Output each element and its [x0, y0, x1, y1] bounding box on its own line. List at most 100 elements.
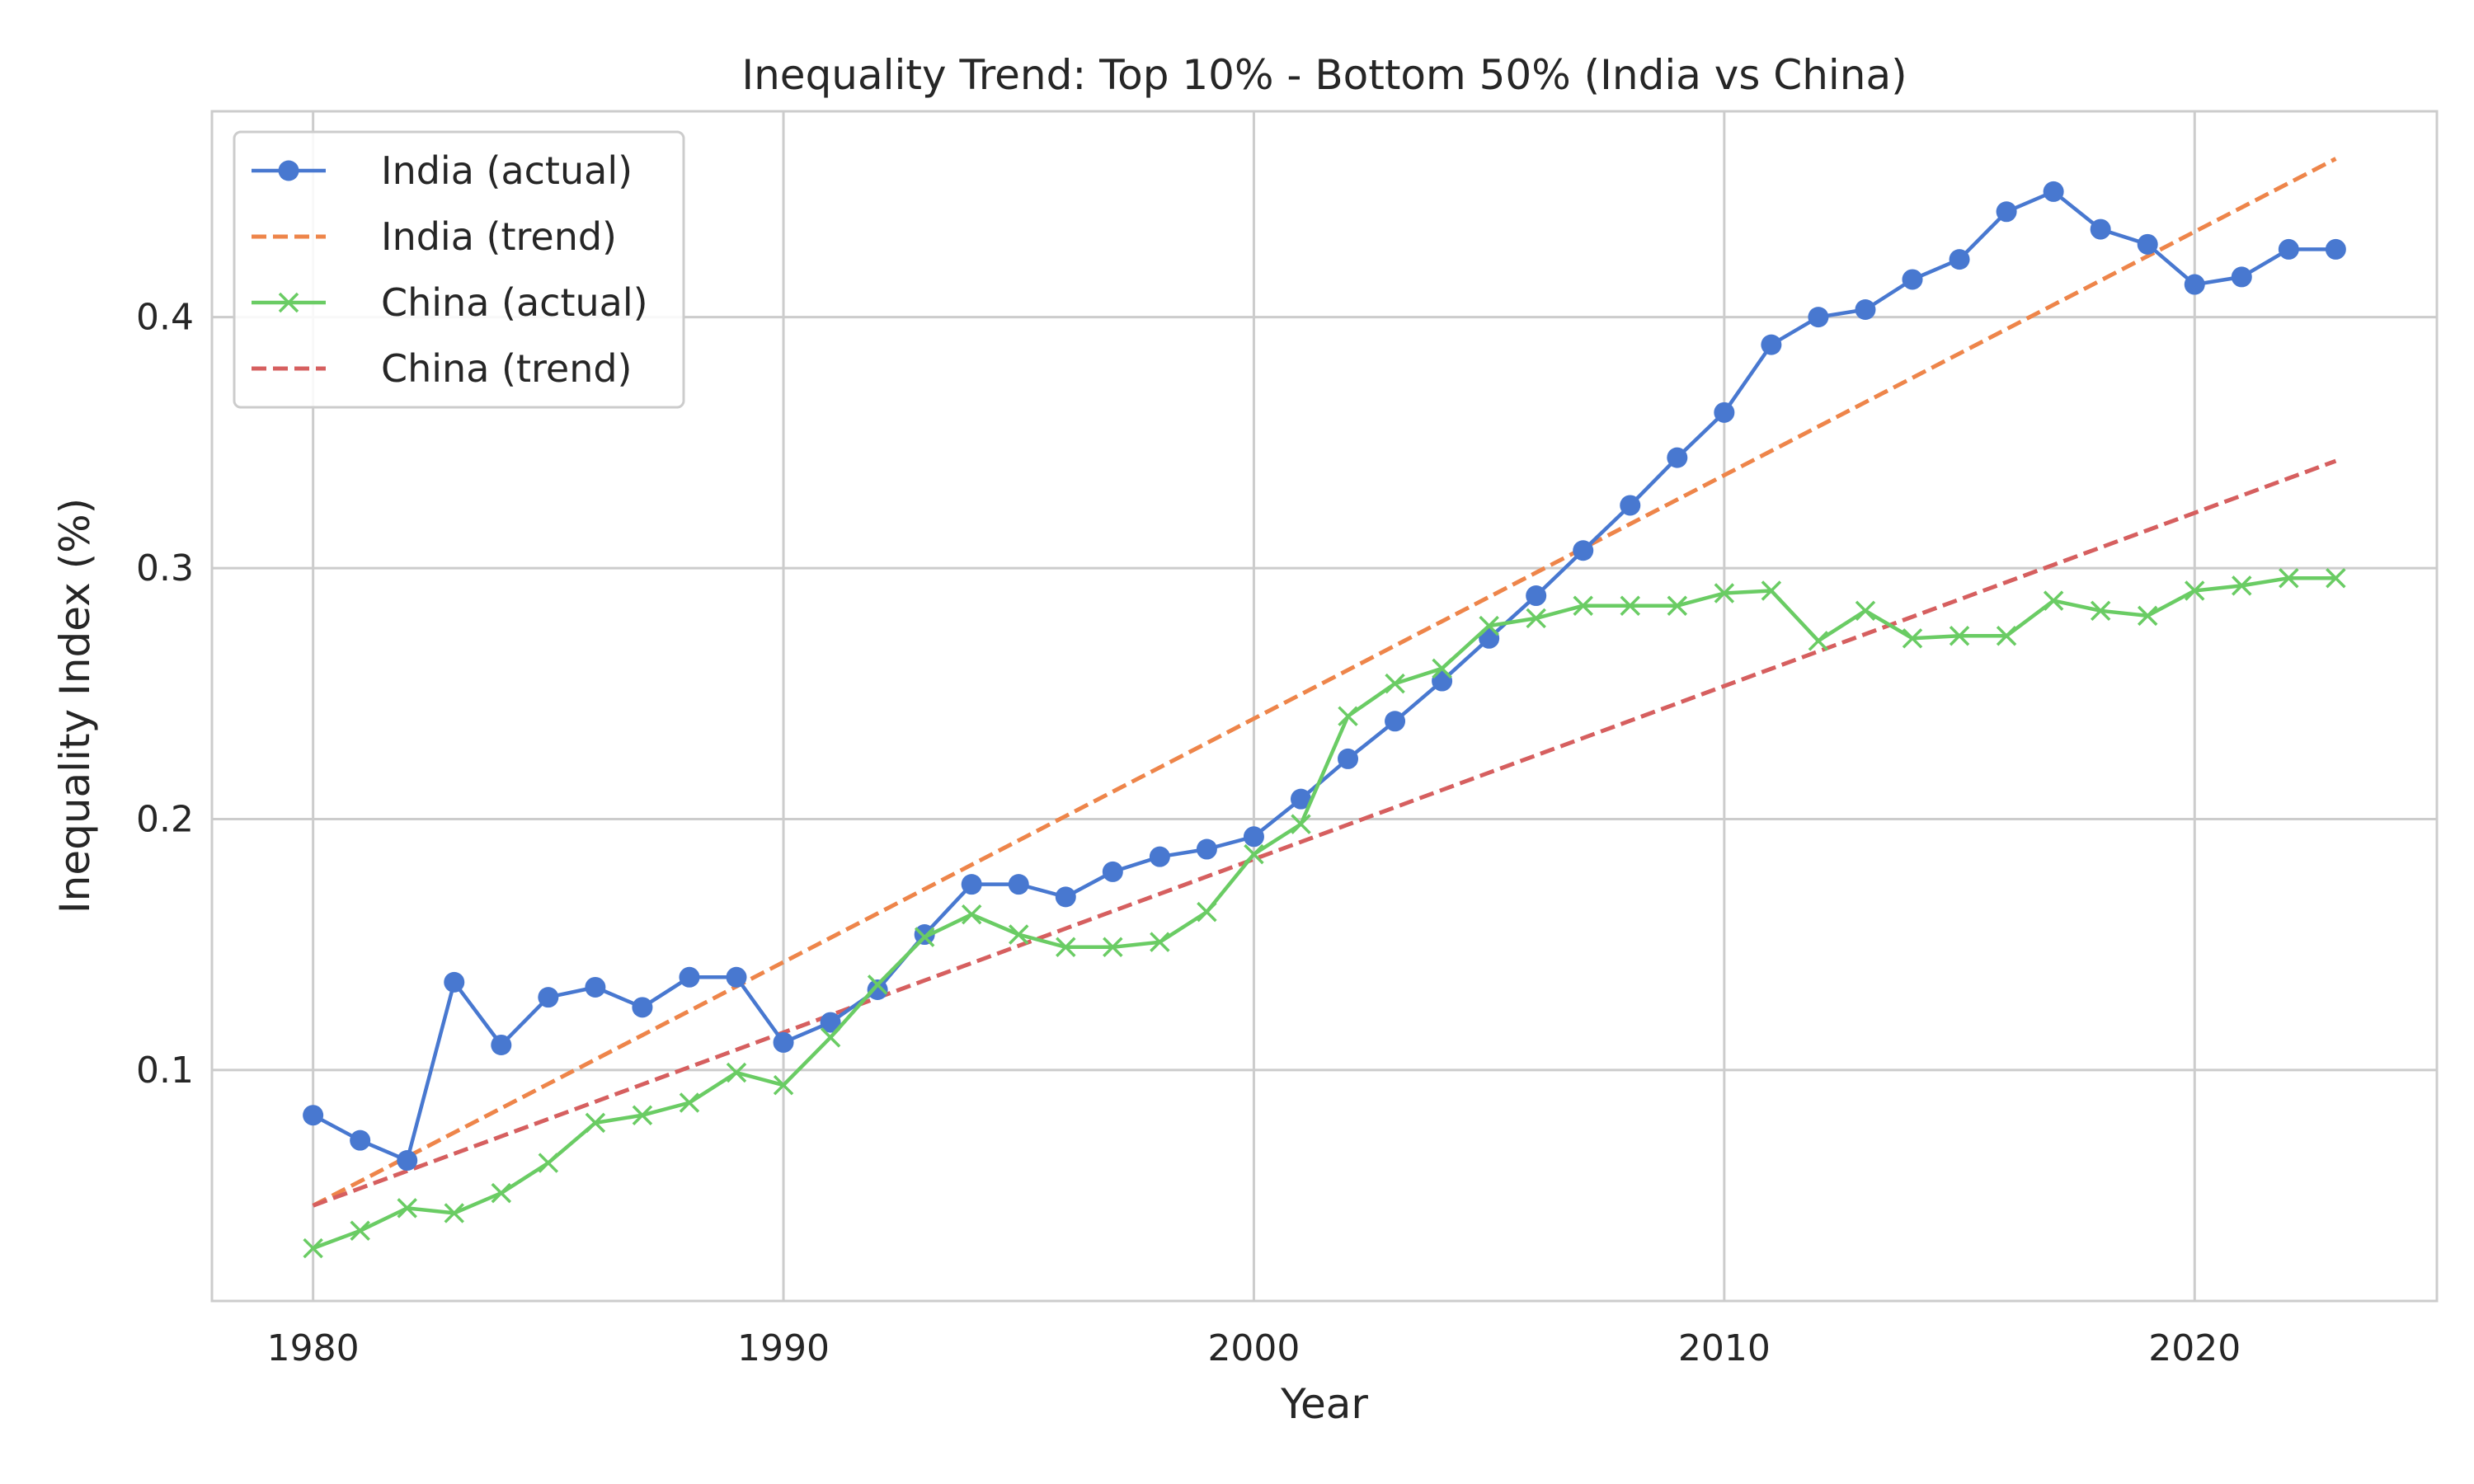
data-point: [1432, 658, 1452, 679]
x-tick-label: 2000: [1207, 1327, 1300, 1369]
legend: India (actual) India (trend) China (actual…: [233, 130, 685, 409]
data-point: [820, 1027, 841, 1048]
x-axis-ticks: 1980 1990 2000 2010 2020: [267, 1327, 2241, 1369]
data-point: [1855, 600, 1876, 622]
data-point: [303, 1105, 324, 1126]
series-china-trend: [312, 458, 2337, 1208]
data-point: [2231, 266, 2252, 288]
data-point: [2185, 580, 2205, 601]
legend-item: China (actual): [252, 280, 648, 325]
series-line-china-actual: [312, 575, 2336, 1251]
data-point: [2278, 238, 2299, 260]
data-point: [1056, 937, 1076, 957]
data-point: [1808, 307, 1829, 328]
data-point: [632, 1105, 653, 1125]
data-point: [632, 997, 653, 1018]
data-point: [1620, 495, 1641, 516]
data-point: [1243, 826, 1264, 848]
data-point: [303, 1237, 323, 1259]
y-tick-label: 0.4: [136, 297, 194, 339]
legend-marker: [278, 292, 299, 313]
legend-marker: [278, 160, 299, 181]
data-point: [2043, 181, 2064, 202]
legend-label: China (trend): [381, 346, 633, 391]
data-point: [2137, 605, 2158, 627]
data-point: [1902, 628, 1923, 649]
data-point: [2184, 274, 2205, 295]
legend-item: China (trend): [252, 346, 633, 391]
y-tick-label: 0.2: [136, 798, 194, 840]
data-point: [1855, 299, 1876, 320]
data-point: [491, 1182, 512, 1204]
legend-box: [233, 130, 685, 409]
data-point: [1996, 626, 2017, 646]
data-point: [1949, 249, 1970, 270]
data-point: [1432, 670, 1453, 692]
data-point: [397, 1198, 417, 1219]
legend-label: India (actual): [381, 148, 633, 193]
series-layer: [303, 157, 2346, 1259]
x-tick-label: 1980: [267, 1327, 360, 1369]
data-point: [773, 1074, 794, 1096]
data-point: [1667, 595, 1688, 616]
data-point: [1573, 540, 1594, 561]
data-point: [350, 1220, 370, 1241]
series-china-actual: [303, 568, 2346, 1259]
series-line-india-trend: [312, 157, 2337, 1208]
data-point: [867, 979, 888, 1001]
data-point: [1761, 334, 1782, 355]
legend-item: India (actual): [252, 148, 633, 193]
data-point: [1244, 843, 1264, 865]
data-point: [585, 976, 606, 998]
data-point: [1055, 886, 1076, 908]
y-tick-label: 0.3: [136, 547, 194, 589]
data-point: [1808, 631, 1829, 651]
data-point: [726, 1062, 747, 1083]
data-point: [2137, 233, 2158, 255]
data-point: [961, 904, 982, 925]
data-point: [2326, 568, 2346, 589]
data-point: [1385, 711, 1406, 732]
data-point: [1479, 627, 1500, 649]
data-point: [1526, 608, 1546, 629]
data-point: [1949, 626, 1970, 646]
data-point: [491, 1034, 512, 1055]
data-point: [2279, 568, 2299, 589]
data-point: [1479, 615, 1499, 636]
data-point: [1150, 932, 1170, 952]
data-point: [914, 927, 935, 947]
data-point: [2090, 600, 2111, 622]
legend-label: India (trend): [381, 214, 617, 259]
series-india-actual: [303, 181, 2346, 1172]
series-line-china-trend: [312, 458, 2337, 1208]
data-point: [679, 966, 700, 988]
data-point: [1290, 788, 1311, 810]
data-point: [1338, 748, 1359, 769]
data-point: [679, 1092, 700, 1113]
data-point: [538, 987, 559, 1008]
data-point: [1009, 924, 1029, 945]
data-point: [773, 1031, 794, 1053]
x-tick-label: 2010: [1678, 1327, 1771, 1369]
data-point: [1103, 937, 1123, 957]
legend-item: India (trend): [252, 214, 617, 259]
y-axis-label: Inequality Index (%): [51, 498, 99, 913]
data-point: [350, 1129, 371, 1151]
data-point: [2043, 590, 2064, 611]
y-axis-ticks: 0.1 0.2 0.3 0.4: [136, 297, 194, 1092]
data-point: [867, 974, 888, 995]
x-tick-label: 1990: [737, 1327, 830, 1369]
data-point: [726, 966, 747, 988]
data-point: [397, 1150, 418, 1172]
data-point: [1902, 269, 1923, 290]
legend-label: China (actual): [381, 280, 648, 325]
data-point: [444, 971, 465, 993]
data-point: [444, 1203, 464, 1223]
data-point: [1761, 580, 1782, 601]
series-india-trend: [312, 157, 2337, 1208]
plot-frame: [210, 110, 2439, 1303]
data-point: [2232, 575, 2252, 596]
data-point: [1385, 673, 1405, 694]
data-point: [820, 1012, 841, 1033]
